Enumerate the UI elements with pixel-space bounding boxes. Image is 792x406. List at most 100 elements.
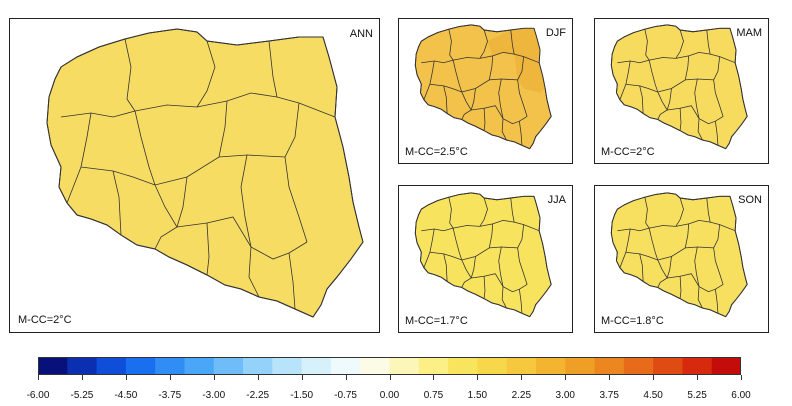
- season-label-ann: ANN: [349, 28, 373, 40]
- country-border: [46, 28, 364, 318]
- season-label-djf: DJF: [545, 27, 566, 39]
- region-border: [284, 102, 308, 243]
- region-border: [443, 85, 448, 114]
- colorbar-tick-mark: [433, 375, 435, 380]
- colorbar-swatch: [565, 357, 596, 375]
- colorbar-swatch: [389, 357, 420, 375]
- colorbar-tick-label: 3.75: [599, 390, 619, 401]
- poland-map-ann: [46, 28, 364, 318]
- region-border: [619, 228, 631, 268]
- colorbar-swatch: [448, 357, 478, 375]
- map-panel-ann: ANN M-CC=2°C: [9, 18, 380, 333]
- colorbar-tick-label: 0.75: [423, 390, 444, 401]
- region-border: [518, 289, 523, 314]
- region-border: [517, 56, 528, 117]
- colorbar-swatch: [594, 357, 625, 375]
- region-border: [470, 88, 476, 111]
- region-border: [644, 197, 650, 229]
- colorbar-tick-label: 0.00: [379, 390, 400, 401]
- colorbar-tick-mark: [697, 375, 699, 380]
- region-border: [80, 154, 286, 186]
- region-border: [248, 246, 260, 298]
- region-border: [423, 60, 435, 100]
- region-border: [625, 246, 714, 261]
- poland-map-mam: [610, 24, 748, 150]
- colorbar-tick-mark: [301, 375, 303, 380]
- colorbar-frame: [38, 357, 741, 375]
- region-border: [501, 286, 507, 309]
- poland-regions: [46, 28, 364, 318]
- map-panel-mam: MAM M-CC=2°C: [594, 18, 769, 164]
- colorbar-tick-label: 6.00: [731, 390, 751, 401]
- region-border: [648, 228, 659, 261]
- colorbar-tick-label: 5.25: [687, 390, 707, 401]
- region-border: [176, 176, 188, 228]
- colorbar-tick-label: 3.00: [555, 390, 575, 401]
- colorbar-tick-mark: [741, 375, 742, 380]
- region-border: [666, 256, 672, 279]
- region-border: [488, 55, 494, 80]
- region-border: [112, 170, 122, 236]
- mcc-label-mam: M-CC=2°C: [601, 146, 655, 158]
- season-label-mam: MAM: [736, 27, 762, 39]
- mcc-label-ann: M-CC=2°C: [18, 314, 72, 326]
- colorbar-swatch: [418, 357, 449, 375]
- country-border: [610, 24, 748, 150]
- season-label-jja: JJA: [547, 194, 566, 206]
- colorbar-swatch: [682, 357, 713, 375]
- colorbar-swatch: [623, 357, 654, 375]
- region-border: [667, 105, 724, 125]
- colorbar-tick-label: 4.50: [643, 390, 663, 401]
- warmer-region-fill: [487, 28, 546, 93]
- region-border: [498, 78, 504, 119]
- region-border: [648, 60, 659, 93]
- region-border: [617, 219, 736, 232]
- region-border: [706, 29, 711, 55]
- colorbar-tick-label: -6.00: [26, 390, 50, 401]
- region-border: [479, 29, 488, 59]
- region-border: [134, 110, 156, 186]
- season-label-son: SON: [738, 194, 762, 206]
- colorbar-swatch: [38, 357, 68, 375]
- colorbar-swatch: [506, 357, 537, 375]
- country-border: [610, 192, 748, 318]
- map-panel-jja: JJA M-CC=1.7°C: [398, 185, 573, 333]
- region-border: [66, 112, 92, 204]
- region-border: [498, 246, 504, 287]
- region-border: [483, 276, 486, 299]
- region-border: [694, 78, 700, 119]
- colorbar-tick-mark: [169, 375, 171, 380]
- region-border: [675, 29, 684, 59]
- region-border: [443, 253, 448, 282]
- colorbar-tick-label: 1.50: [467, 390, 488, 401]
- colorbar-tick-mark: [521, 375, 523, 380]
- colorbar-tick-label: -3.00: [202, 390, 226, 401]
- region-border: [675, 197, 684, 227]
- colorbar-tick-mark: [609, 375, 611, 380]
- region-border: [679, 276, 682, 299]
- region-border: [517, 224, 528, 285]
- colorbar-swatch: [213, 357, 244, 375]
- colorbar-tick-label: 2.25: [511, 390, 532, 401]
- region-border: [488, 223, 494, 248]
- colorbar-swatch: [330, 357, 361, 375]
- region-border: [196, 40, 216, 108]
- region-border: [452, 228, 463, 261]
- poland-map-djf: [414, 24, 552, 150]
- colorbar-swatch: [243, 357, 273, 375]
- region-border: [421, 219, 540, 232]
- region-border: [510, 29, 515, 55]
- region-border: [479, 197, 488, 227]
- region-border: [206, 222, 210, 276]
- region-border: [644, 29, 650, 61]
- colorbar-tick-mark: [257, 375, 259, 380]
- colorbar-swatch: [272, 357, 303, 375]
- colorbar-swatch: [184, 357, 215, 375]
- colorbar-tick-label: -4.50: [114, 390, 138, 401]
- region-border: [501, 118, 507, 141]
- region-border: [510, 197, 515, 223]
- colorbar-tick-label: -1.50: [290, 390, 314, 401]
- region-border: [470, 256, 476, 279]
- region-border: [429, 78, 518, 93]
- region-border: [619, 60, 631, 100]
